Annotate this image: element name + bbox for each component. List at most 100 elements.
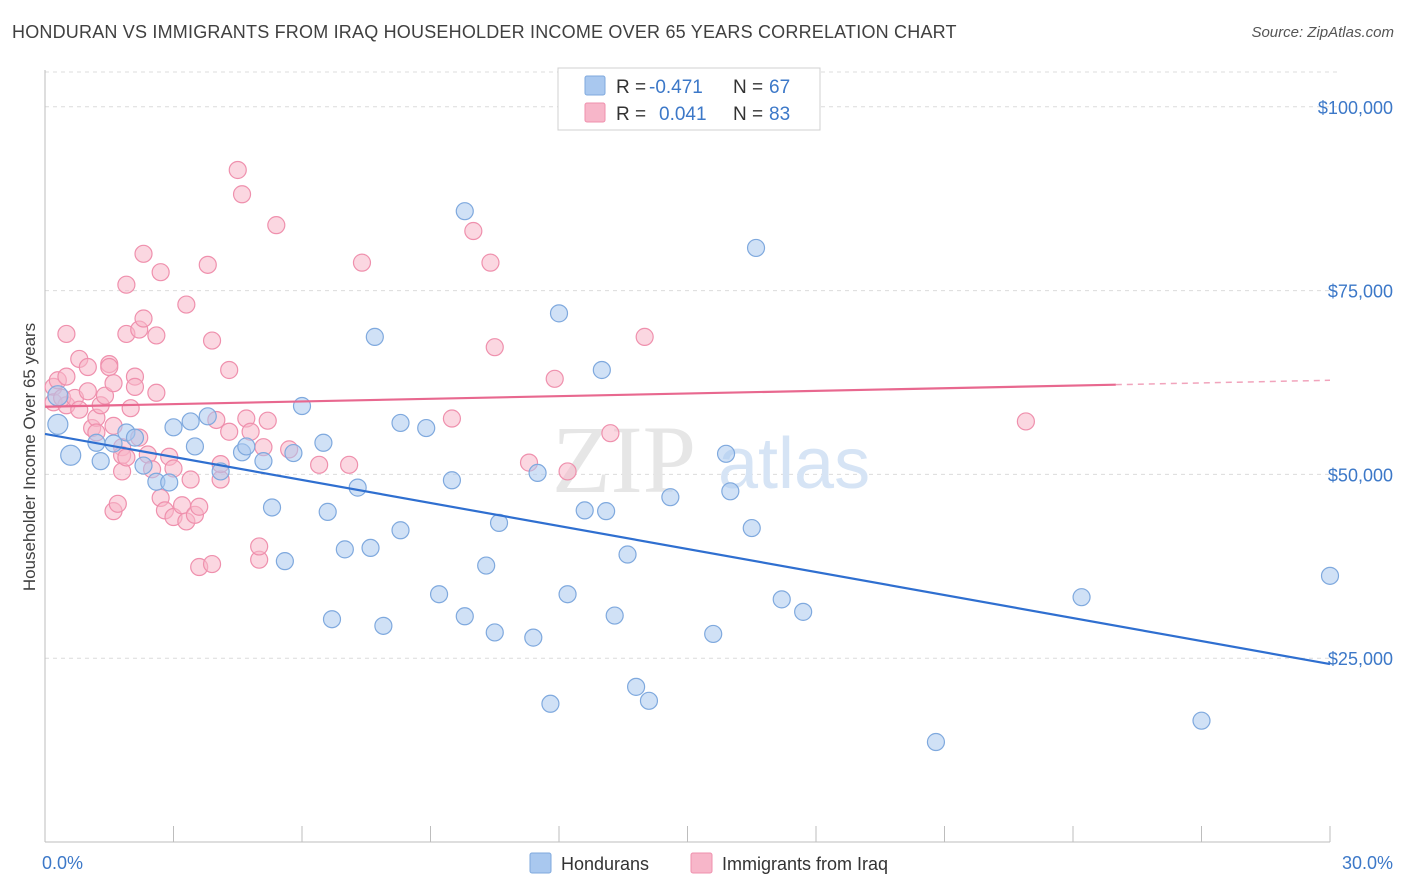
honduran-point — [524, 628, 543, 647]
chart-source: Source: ZipAtlas.com — [1251, 24, 1394, 41]
iraq-point — [70, 400, 89, 419]
y-tick-label: $100,000 — [1318, 98, 1393, 118]
iraq-point — [202, 554, 222, 574]
y-tick-label: $75,000 — [1328, 282, 1393, 302]
legend-n-value-iraq: 83 — [769, 104, 790, 125]
x-tick-labels: 0.0% 30.0% — [42, 853, 1393, 873]
honduran-point — [254, 452, 273, 471]
iraq-point — [220, 360, 239, 380]
honduran-point — [442, 471, 462, 490]
watermark: ZIP atlas — [552, 406, 870, 513]
legend-n-value-hondurans: 67 — [769, 77, 790, 98]
gridlines — [45, 71, 1338, 659]
iraq-point — [352, 253, 372, 272]
iraq-point — [340, 455, 359, 474]
iraq-point — [1016, 412, 1035, 431]
iraq-point — [100, 357, 119, 377]
x-tick-label-end: 30.0% — [1342, 853, 1393, 873]
legend-n-label-iraq: N = — [733, 104, 763, 125]
iraq-point — [190, 497, 209, 516]
x-tick-label-start: 0.0% — [42, 853, 83, 873]
iraq-point — [78, 357, 97, 377]
y-axis-label: Householder Income Over 65 years — [20, 323, 39, 591]
honduran-point — [374, 616, 393, 635]
iraq-point — [78, 382, 97, 401]
honduran-point — [134, 456, 153, 475]
honduran-point — [104, 434, 123, 453]
honduran-point — [1192, 711, 1211, 730]
chart-title: HONDURAN VS IMMIGRANTS FROM IRAQ HOUSEHO… — [12, 22, 957, 42]
honduran-point — [335, 540, 354, 559]
legend-swatch-hondurans — [584, 75, 606, 96]
honduran-point — [348, 478, 367, 497]
legend-top: R = -0.471 N = 67 R = 0.041 N = 83 — [557, 67, 821, 131]
iraq-point — [181, 470, 200, 489]
y-tick-label: $50,000 — [1328, 465, 1393, 485]
honduran-point — [237, 437, 256, 456]
honduran-point — [47, 385, 69, 407]
honduran-point — [485, 623, 504, 642]
honduran-point — [160, 473, 179, 492]
legend-r-value-hondurans: -0.471 — [649, 77, 703, 98]
bottom-legend-swatch-hondurans — [529, 852, 552, 874]
iraq-point — [464, 221, 483, 241]
iraq-point — [481, 253, 500, 272]
honduran-point — [361, 538, 380, 558]
iraq-point — [125, 377, 145, 396]
iraq-trend-line — [44, 383, 1116, 408]
honduran-point — [198, 407, 217, 426]
honduran-point — [597, 502, 616, 521]
honduran-point — [262, 498, 282, 517]
iraq-point — [442, 409, 462, 428]
honduran-point — [746, 238, 766, 258]
honduran-point — [1072, 588, 1091, 607]
iraq-point — [220, 422, 239, 441]
iraq-point — [95, 386, 115, 405]
iraq-point — [117, 275, 136, 294]
honduran-point — [275, 552, 294, 571]
honduran-point — [558, 585, 577, 604]
iraq-point — [134, 244, 153, 263]
honduran-point — [365, 327, 384, 346]
honduran-point — [926, 732, 946, 752]
axes — [44, 70, 1331, 843]
honduran-point — [429, 585, 449, 604]
honduran-point — [1320, 566, 1340, 585]
honduran-point — [314, 433, 333, 452]
honduran-point — [541, 694, 560, 713]
iraq-trend-extension — [1115, 379, 1331, 386]
iraq-point — [228, 160, 247, 180]
iraq-point — [601, 424, 620, 443]
honduran-point — [618, 545, 637, 564]
iraq-point — [108, 494, 127, 513]
legend-r-label-hondurans: R = — [616, 77, 646, 98]
legend-bottom: Hondurans Immigrants from Iraq — [529, 852, 888, 874]
watermark-atlas: atlas — [718, 424, 870, 504]
iraq-point — [147, 326, 166, 345]
honduran-point — [605, 606, 624, 625]
honduran-trend-line — [44, 432, 1331, 666]
iraq-point — [558, 462, 577, 481]
iraq-point — [147, 383, 166, 402]
honduran-point — [284, 443, 303, 463]
honduran-points — [47, 202, 1340, 752]
honduran-point — [185, 437, 205, 456]
honduran-point — [391, 413, 410, 433]
iraq-point — [202, 331, 222, 350]
honduran-point — [455, 607, 474, 626]
legend-r-label-iraq: R = — [616, 104, 646, 125]
honduran-point — [794, 602, 813, 621]
iraq-point — [232, 185, 252, 204]
iraq-point — [310, 455, 329, 474]
iraq-point — [177, 295, 196, 314]
iraq-point — [635, 327, 654, 346]
iraq-point — [258, 411, 277, 430]
honduran-point — [318, 502, 337, 521]
honduran-point — [322, 610, 342, 629]
honduran-point — [417, 418, 436, 438]
bottom-legend-label-hondurans: Hondurans — [561, 854, 649, 874]
honduran-point — [742, 518, 761, 538]
iraq-point — [57, 367, 76, 386]
honduran-point — [639, 691, 659, 710]
honduran-point — [292, 396, 312, 416]
